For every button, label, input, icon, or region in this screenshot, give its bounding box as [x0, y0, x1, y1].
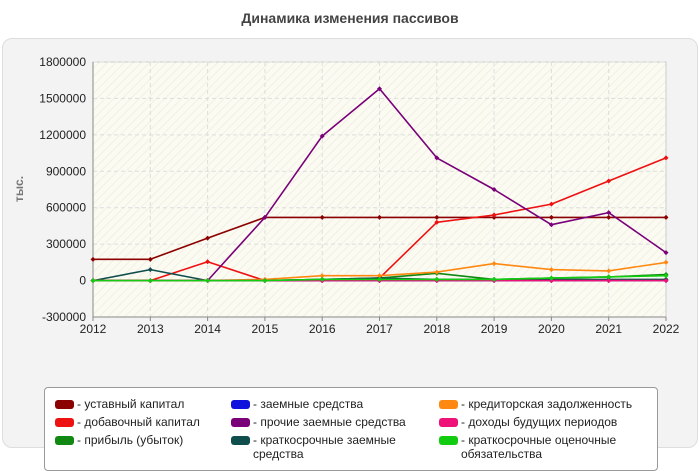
- data-point[interactable]: [491, 187, 497, 192]
- data-point[interactable]: [377, 214, 382, 220]
- legend: - уставный капитал - добавочный капитал - …: [44, 387, 658, 471]
- y-tick-label: 900000: [46, 164, 86, 178]
- data-point[interactable]: [377, 273, 382, 279]
- legend-label: - добавочный капитал: [77, 415, 200, 429]
- legend-swatch: [439, 436, 458, 445]
- data-point[interactable]: [205, 235, 211, 241]
- data-point[interactable]: [663, 273, 669, 279]
- y-tick-label: 300000: [46, 237, 86, 251]
- y-tick-label: 0: [79, 274, 86, 288]
- legend-swatch: [231, 418, 250, 427]
- x-tick-label: 2019: [481, 322, 508, 336]
- x-tick-label: 2012: [80, 322, 107, 336]
- legend-label: - прибыль (убыток): [77, 433, 184, 447]
- data-point[interactable]: [548, 201, 554, 207]
- data-point[interactable]: [262, 214, 268, 220]
- data-point[interactable]: [434, 214, 440, 220]
- data-point[interactable]: [548, 275, 554, 281]
- data-point[interactable]: [434, 276, 440, 282]
- data-point[interactable]: [319, 214, 325, 220]
- data-point[interactable]: [147, 256, 153, 262]
- legend-item[interactable]: - заемные средства: [231, 397, 411, 411]
- data-point[interactable]: [606, 210, 612, 216]
- y-tick-label: -300000: [42, 310, 86, 324]
- x-tick-label: 2015: [252, 322, 279, 336]
- data-point[interactable]: [663, 250, 669, 256]
- x-tick-label: 2013: [137, 322, 164, 336]
- data-point[interactable]: [606, 268, 612, 274]
- data-point[interactable]: [205, 278, 211, 284]
- y-tick-label: 1200000: [39, 128, 86, 142]
- legend-swatch: [231, 436, 250, 445]
- data-point[interactable]: [606, 278, 612, 284]
- data-point[interactable]: [147, 267, 153, 273]
- data-point[interactable]: [606, 214, 612, 220]
- legend-item[interactable]: - кредиторская задолженность: [439, 397, 654, 411]
- x-tick-label: 2018: [423, 322, 450, 336]
- data-point[interactable]: [491, 212, 497, 218]
- legend-label: - доходы будущих периодов: [461, 415, 618, 429]
- legend-label: - кредиторская задолженность: [461, 397, 633, 411]
- data-point[interactable]: [262, 278, 268, 284]
- data-point[interactable]: [319, 133, 325, 139]
- y-tick-label: 1500000: [39, 91, 86, 105]
- legend-item[interactable]: - доходы будущих периодов: [439, 415, 654, 429]
- data-point[interactable]: [319, 273, 325, 279]
- y-axis-label: тыс.: [12, 176, 26, 202]
- legend-swatch: [55, 400, 74, 409]
- data-point[interactable]: [548, 214, 554, 220]
- x-tick-label: 2020: [538, 322, 565, 336]
- data-point[interactable]: [434, 155, 440, 161]
- data-point[interactable]: [434, 219, 440, 225]
- legend-label: - краткосрочные оценочные обязательства: [461, 433, 617, 461]
- legend-item[interactable]: - прочие заемные средства: [231, 415, 411, 429]
- legend-label: - уставный капитал: [77, 397, 185, 411]
- data-point[interactable]: [548, 267, 554, 273]
- data-point[interactable]: [90, 256, 96, 262]
- data-point[interactable]: [377, 86, 382, 92]
- legend-swatch: [439, 400, 458, 409]
- data-point[interactable]: [548, 222, 554, 228]
- data-point[interactable]: [663, 214, 669, 220]
- legend-item[interactable]: - краткосрочные оценочные обязательства: [439, 433, 654, 461]
- legend-label: - заемные средства: [253, 397, 364, 411]
- data-point[interactable]: [377, 276, 382, 282]
- legend-swatch: [231, 400, 250, 409]
- legend-label: - краткосрочные заемные средства: [253, 433, 396, 461]
- x-tick-label: 2022: [653, 322, 680, 336]
- plot-area: 1800000 1500000 1200000 900000 600000 300000 0…: [12, 55, 680, 336]
- legend-swatch: [55, 436, 74, 445]
- chart-title: Динамика изменения пассивов: [241, 10, 459, 26]
- data-point[interactable]: [606, 274, 612, 280]
- data-point[interactable]: [663, 259, 669, 265]
- data-point[interactable]: [90, 278, 96, 284]
- data-point[interactable]: [606, 178, 612, 184]
- data-point[interactable]: [491, 276, 497, 282]
- legend-swatch: [439, 418, 458, 427]
- data-point[interactable]: [434, 269, 440, 275]
- legend-item[interactable]: - добавочный капитал: [55, 415, 235, 429]
- data-point[interactable]: [491, 261, 497, 267]
- data-point[interactable]: [205, 259, 211, 265]
- data-point[interactable]: [663, 278, 669, 284]
- chart-panel: 1800000 1500000 1200000 900000 600000 300000 0…: [2, 38, 698, 471]
- x-tick-label: 2014: [194, 322, 221, 336]
- data-point[interactable]: [319, 276, 325, 282]
- legend-swatch: [55, 418, 74, 427]
- x-tick-label: 2016: [309, 322, 336, 336]
- y-tick-label: 600000: [46, 201, 86, 215]
- legend-label: - прочие заемные средства: [253, 415, 406, 429]
- data-point[interactable]: [147, 278, 153, 284]
- y-tick-label: 1800000: [39, 55, 86, 69]
- legend-item[interactable]: - краткосрочные заемные средства: [231, 433, 411, 461]
- data-point[interactable]: [663, 155, 669, 161]
- x-tick-label: 2017: [366, 322, 393, 336]
- legend-item[interactable]: - уставный капитал: [55, 397, 235, 411]
- legend-item[interactable]: - прибыль (убыток): [55, 433, 235, 447]
- x-tick-label: 2021: [595, 322, 622, 336]
